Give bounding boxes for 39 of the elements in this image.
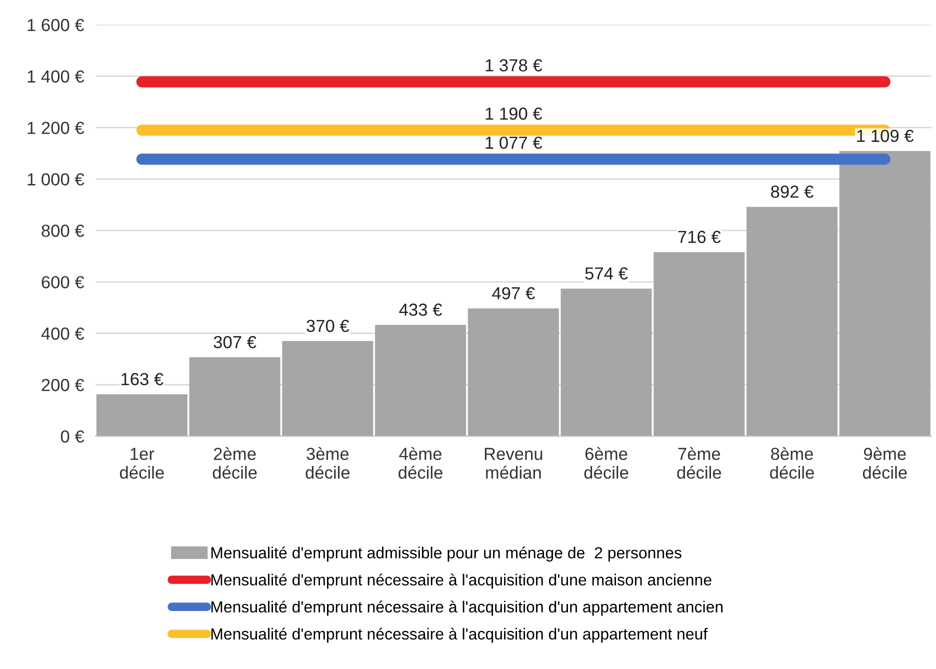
data-label: 574 € xyxy=(585,267,628,280)
data-label: 307 € xyxy=(214,336,256,348)
x-tick-label: 1er décile xyxy=(120,448,164,479)
y-tick-label: 400 € xyxy=(41,327,84,340)
x-tick-label: 7ème décile xyxy=(677,447,722,479)
data-label: 1 378 € xyxy=(486,59,542,72)
y-tick-label: 1 400 € xyxy=(28,70,84,83)
x-tick-label: 6ème décile xyxy=(584,447,628,479)
y-tick-label: 600 € xyxy=(42,276,84,288)
data-label: 1 190 € xyxy=(486,108,542,120)
bar xyxy=(746,206,838,436)
legend-label: Mensualité d'emprunt nécessaire à l'acquisition d'un appartement ancien xyxy=(211,600,723,616)
bar xyxy=(468,308,559,436)
data-label: 892 € xyxy=(771,186,814,198)
y-tick-label: 800 € xyxy=(42,224,84,237)
legend-label: Mensualité d'emprunt nécessaire à l'acquisition d'une maison ancienne xyxy=(211,574,712,589)
x-tick-label: 8ème décile xyxy=(770,447,814,479)
y-tick-label: 1 000 € xyxy=(28,173,84,186)
x-tick-label: 9ème décile xyxy=(862,447,907,479)
y-tick-label: 1 600 € xyxy=(28,18,84,32)
data-label: 1 109 € xyxy=(857,130,914,142)
data-label: 716 € xyxy=(678,230,721,244)
x-tick-label: 4ème décile xyxy=(398,447,442,479)
legend-label: Mensualité d'emprunt admissible pour un ménage de 2 personnes xyxy=(211,546,682,562)
y-tick-label: 1 200 € xyxy=(28,122,84,134)
x-tick-label: Revenu médian xyxy=(484,448,542,479)
bar xyxy=(96,394,188,436)
data-label: 497 € xyxy=(492,287,535,300)
bar xyxy=(375,324,466,436)
data-label: 433 € xyxy=(399,304,442,316)
bar xyxy=(839,151,930,436)
legend-label: Mensualité d'emprunt nécessaire à l'acquisition d'un appartement neuf xyxy=(211,628,708,643)
y-tick-label: 200 € xyxy=(42,378,84,392)
x-tick-label: 2ème décile xyxy=(212,447,257,479)
data-label: 1 077 € xyxy=(486,136,542,149)
x-tick-label: 3ème décile xyxy=(306,447,350,479)
data-label: 163 € xyxy=(122,372,164,386)
data-label: 370 € xyxy=(306,320,350,332)
y-tick-label: 0 € xyxy=(60,430,84,443)
